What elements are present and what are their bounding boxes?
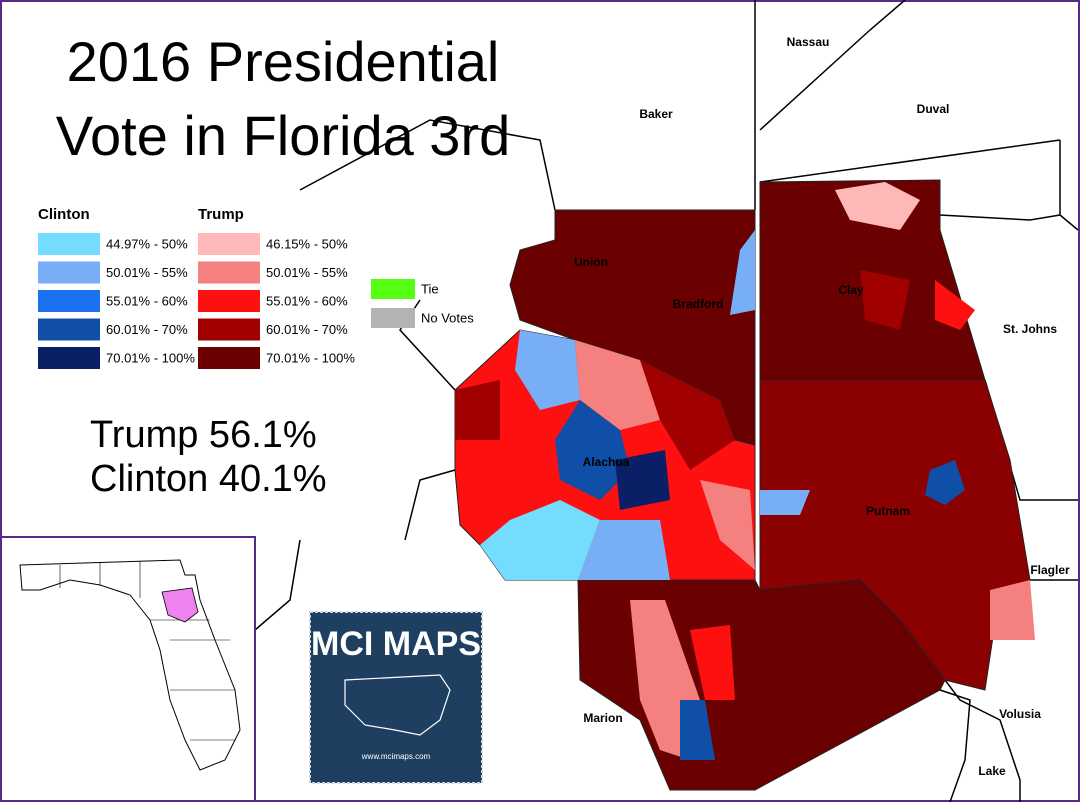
county-label: Marion xyxy=(583,711,622,725)
legend-swatch xyxy=(38,233,100,255)
county-label: Alachua xyxy=(583,455,630,469)
county-labels: Nassau Baker Duval Union Bradford Clay S… xyxy=(574,35,1070,778)
legend-label: No Votes xyxy=(421,310,474,325)
result: Clinton 40.1% xyxy=(90,458,327,500)
logo-url: www.mcimaps.com xyxy=(361,752,431,761)
county-label: Flagler xyxy=(1030,563,1070,577)
legend-swatch xyxy=(38,290,100,312)
legend-swatch xyxy=(371,279,415,299)
legend-swatch xyxy=(198,261,260,284)
legend-label: 60.01% - 70% xyxy=(106,322,188,337)
county-label: Baker xyxy=(639,107,673,121)
legend-label: 46.15% - 50% xyxy=(266,236,348,251)
county-label: Volusia xyxy=(999,707,1041,721)
legend-label: 55.01% - 60% xyxy=(106,293,188,308)
legend-label: 70.01% - 100% xyxy=(266,350,355,365)
legend-label: 44.97% - 50% xyxy=(106,236,188,251)
legend-title: Clinton xyxy=(38,206,90,223)
title: 2016 Presidential xyxy=(67,30,500,93)
legend-label: 50.01% - 55% xyxy=(266,265,348,280)
precincts xyxy=(455,182,1035,760)
county-label: Nassau xyxy=(787,35,830,49)
legend-swatch xyxy=(38,318,100,341)
legend-label: 60.01% - 70% xyxy=(266,322,348,337)
legend-swatch xyxy=(198,290,260,312)
county-label: Clay xyxy=(838,283,864,297)
legend-swatch xyxy=(198,347,260,369)
county-label: Union xyxy=(574,255,608,269)
county-label: Bradford xyxy=(673,297,724,311)
legend-title: Trump xyxy=(198,206,244,223)
result: Trump 56.1% xyxy=(90,414,317,456)
legend-swatch xyxy=(198,318,260,341)
legend-label: Tie xyxy=(421,281,439,296)
logo-title: MCI MAPS xyxy=(311,625,481,663)
logo: MCI MAPS www.mcimaps.com xyxy=(309,611,483,784)
title: Vote in Florida 3rd xyxy=(56,104,510,167)
inset-map xyxy=(0,536,256,802)
legend-label: 50.01% - 55% xyxy=(106,265,188,280)
legend-swatch xyxy=(38,261,100,284)
legend: Clinton Trump 44.97% - 50% 50.01% - 55% 55… xyxy=(38,206,474,369)
boundaries xyxy=(254,0,1079,802)
county-label: St. Johns xyxy=(1003,322,1057,336)
county-label: Lake xyxy=(978,764,1006,778)
legend-swatch xyxy=(371,308,415,328)
legend-swatch xyxy=(198,233,260,255)
legend-label: 70.01% - 100% xyxy=(106,350,195,365)
county-label: Duval xyxy=(917,102,950,116)
county-label: Putnam xyxy=(866,504,910,518)
legend-label: 55.01% - 60% xyxy=(266,293,348,308)
legend-swatch xyxy=(38,347,100,369)
